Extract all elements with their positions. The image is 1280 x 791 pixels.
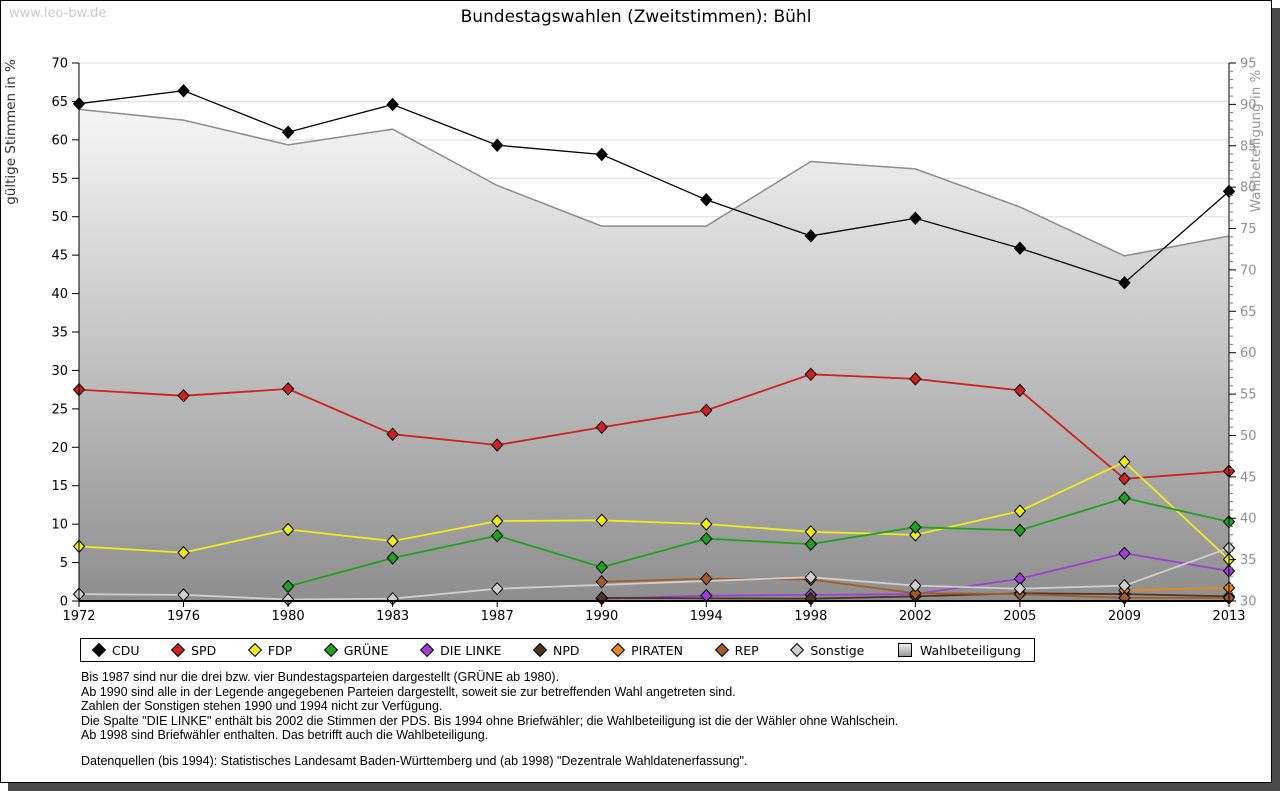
- svg-text:gültige Stimmen in %: gültige Stimmen in %: [3, 59, 19, 205]
- svg-text:60: 60: [1240, 346, 1257, 361]
- svg-text:1972: 1972: [62, 609, 95, 624]
- legend-item-label: Sonstige: [810, 642, 865, 658]
- legend-item-label: CDU: [112, 642, 140, 658]
- legend-square-icon: [897, 643, 912, 657]
- legend-diamond-icon: [247, 642, 262, 658]
- watermark: www.leo-bw.de: [9, 6, 107, 21]
- legend-item-label: PIRATEN: [631, 642, 683, 658]
- note-line: Ab 1998 sind Briefwähler enthalten. Das …: [81, 728, 489, 743]
- svg-text:25: 25: [51, 402, 68, 417]
- svg-text:2013: 2013: [1212, 609, 1245, 624]
- legend-item-label: DIE LINKE: [440, 642, 502, 658]
- chart-notes: Bis 1987 sind nur die drei bzw. vier Bun…: [81, 670, 898, 743]
- svg-text:1983: 1983: [376, 609, 409, 624]
- svg-text:70: 70: [51, 57, 68, 72]
- svg-text:20: 20: [51, 441, 68, 456]
- svg-text:50: 50: [1240, 429, 1257, 444]
- svg-text:2009: 2009: [1108, 609, 1141, 624]
- svg-text:10: 10: [51, 518, 68, 533]
- legend-diamond-icon: [91, 642, 107, 658]
- svg-text:1994: 1994: [690, 609, 723, 624]
- legend-diamond-icon: [790, 642, 805, 658]
- legend-diamond-icon: [171, 642, 186, 658]
- page-title: Bundestagswahlen (Zweitstimmen): Bühl: [460, 7, 812, 27]
- chart-legend: CDU SPD FDP GRÜNE DIE LINKE NPD PIRATEN REP Sons…: [80, 638, 1035, 662]
- svg-text:2002: 2002: [899, 609, 932, 624]
- svg-text:90: 90: [1240, 98, 1257, 113]
- svg-text:1987: 1987: [481, 609, 514, 624]
- svg-text:50: 50: [51, 210, 68, 225]
- svg-text:1976: 1976: [167, 609, 200, 624]
- svg-text:1990: 1990: [585, 609, 618, 624]
- data-source-line: Datenquellen (bis 1994): Statistisches L…: [81, 754, 748, 768]
- svg-text:15: 15: [51, 479, 68, 494]
- svg-text:30: 30: [1240, 595, 1257, 610]
- legend-diamond-icon: [532, 642, 548, 658]
- legend-item-label: Wahlbeteiligung: [919, 642, 1021, 658]
- svg-text:5: 5: [60, 556, 68, 571]
- note-line: Zahlen der Sonstigen stehen 1990 und 199…: [81, 699, 443, 714]
- note-line: Bis 1987 sind nur die drei bzw. vier Bun…: [81, 670, 560, 684]
- legend-item-npd: NPD: [532, 642, 580, 658]
- svg-text:40: 40: [51, 287, 68, 302]
- svg-text:1980: 1980: [272, 609, 305, 624]
- legend-item-label: GRÜNE: [343, 642, 389, 658]
- legend-item-spd: SPD: [171, 642, 217, 658]
- svg-text:0: 0: [60, 595, 68, 610]
- svg-text:45: 45: [1240, 470, 1257, 485]
- legend-item-fdp: FDP: [247, 642, 293, 658]
- svg-text:1998: 1998: [794, 609, 827, 624]
- svg-text:55: 55: [1240, 388, 1257, 403]
- svg-text:Wahlbeteiligung in %: Wahlbeteiligung in %: [1248, 69, 1264, 212]
- svg-text:85: 85: [1240, 139, 1257, 154]
- legend-item-rep: REP: [714, 642, 759, 658]
- legend-item-label: FDP: [267, 642, 293, 658]
- svg-text:60: 60: [51, 133, 68, 148]
- svg-text:70: 70: [1240, 263, 1257, 278]
- legend-diamond-icon: [323, 642, 338, 658]
- svg-text:65: 65: [51, 95, 68, 110]
- legend-item-piraten: PIRATEN: [611, 642, 683, 658]
- chart-canvas: 0 5 10 15 20 25 30 35 40 45 50 55 60 65 70 30 35 40 45 50 55…: [3, 57, 1264, 625]
- legend-item-label: SPD: [191, 642, 217, 658]
- legend-item-cdu: CDU: [91, 642, 140, 658]
- svg-text:55: 55: [51, 172, 68, 187]
- svg-text:65: 65: [1240, 305, 1257, 320]
- svg-text:40: 40: [1240, 512, 1257, 527]
- note-line: Ab 1990 sind alle in der Legende angegeb…: [81, 684, 736, 699]
- svg-text:95: 95: [1240, 57, 1257, 72]
- legend-diamond-icon: [420, 642, 435, 658]
- svg-text:35: 35: [1240, 553, 1257, 568]
- note-line: Die Spalte "DIE LINKE" enthält bis 2002 …: [81, 713, 899, 728]
- svg-text:30: 30: [51, 364, 68, 379]
- svg-text:75: 75: [1240, 222, 1257, 237]
- svg-text:2005: 2005: [1003, 609, 1036, 624]
- legend-item-label: REP: [734, 642, 759, 658]
- legend-diamond-icon: [611, 642, 626, 658]
- legend-item-die-linke: DIE LINKE: [420, 642, 502, 658]
- legend-item-wahlbeteiligung: Wahlbeteiligung: [897, 642, 1021, 658]
- svg-text:35: 35: [51, 326, 68, 341]
- legend-item-label: NPD: [553, 642, 580, 658]
- legend-item-grüne: GRÜNE: [323, 642, 389, 658]
- legend-diamond-icon: [714, 642, 729, 658]
- legend-item-sonstige: Sonstige: [790, 642, 865, 658]
- svg-text:45: 45: [51, 249, 68, 264]
- svg-text:80: 80: [1240, 181, 1257, 196]
